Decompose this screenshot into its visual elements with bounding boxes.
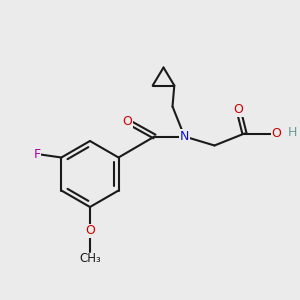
Text: N: N [180, 130, 189, 143]
Text: O: O [123, 115, 133, 128]
Text: F: F [33, 148, 40, 161]
Text: H: H [288, 125, 297, 139]
Text: CH₃: CH₃ [79, 252, 101, 265]
Text: O: O [272, 127, 281, 140]
Text: O: O [85, 224, 95, 238]
Text: O: O [233, 103, 243, 116]
